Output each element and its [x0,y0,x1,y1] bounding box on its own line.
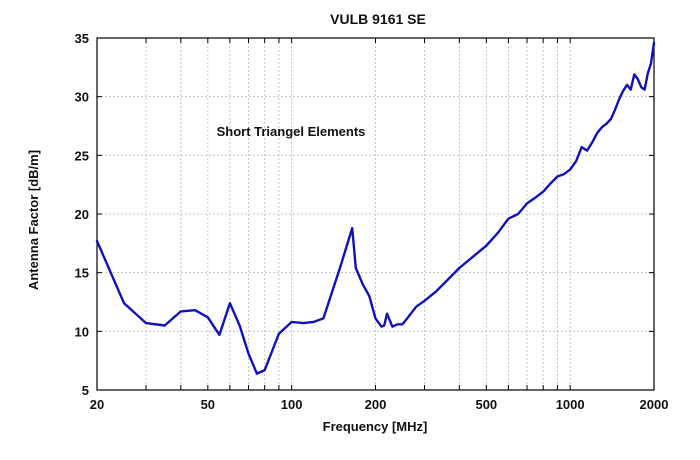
y-axis-title: Antenna Factor [dB/m] [26,150,41,290]
chart-annotation: Short Triangel Elements [217,124,366,139]
y-tick-labels: 5 10 15 20 25 30 35 [75,31,89,398]
x-tick-label: 200 [365,397,387,412]
y-tick-label: 5 [82,383,89,398]
x-axis-title: Frequency [MHz] [323,419,428,434]
y-tick-label: 30 [75,90,89,105]
antenna-factor-series-line [95,41,656,375]
x-tick-label: 100 [281,397,303,412]
y-tick-label: 35 [75,31,89,46]
y-tick-label: 15 [75,266,89,281]
y-tick-label: 25 [75,148,89,163]
x-tick-label: 500 [475,397,497,412]
axis-ticks [96,37,655,391]
x-tick-label: 2000 [640,397,669,412]
x-tick-label: 20 [90,397,104,412]
y-tick-label: 10 [75,324,89,339]
series-layer [95,41,656,375]
grid-lines [96,37,655,391]
x-tick-labels: 20 50 100 200 500 1000 2000 [90,397,669,412]
x-tick-label: 1000 [556,397,585,412]
chart-title: VULB 9161 SE [330,11,426,27]
x-tick-label: 50 [201,397,215,412]
y-tick-label: 20 [75,207,89,222]
